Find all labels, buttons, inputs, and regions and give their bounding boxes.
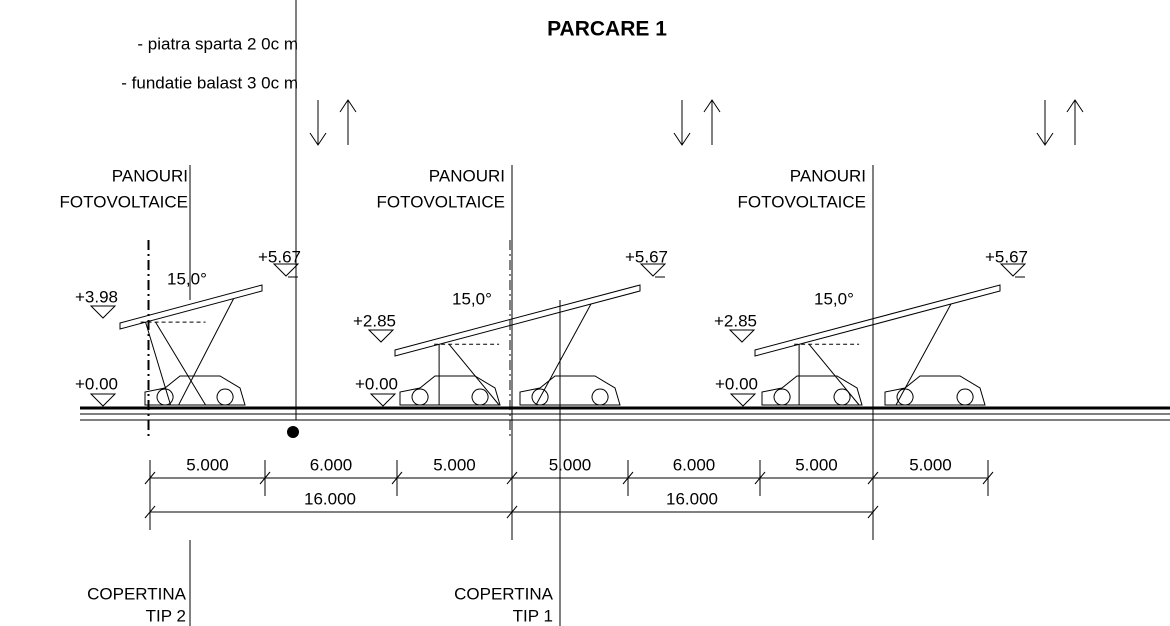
dimension: 6.000	[673, 455, 716, 474]
dimension: 6.000	[310, 455, 353, 474]
support	[449, 344, 499, 405]
arrow	[340, 100, 356, 145]
panel-label: PANOURI	[429, 166, 505, 185]
level-marker	[371, 394, 395, 406]
level: +3.98	[75, 287, 118, 306]
car	[885, 376, 985, 405]
car	[520, 376, 620, 405]
angle: 15,0°	[167, 269, 207, 288]
copertina: COPERTINA	[87, 584, 187, 603]
note: - piatra sparta 2 0c m	[137, 34, 298, 53]
dimension: 5.000	[909, 455, 952, 474]
copertina: COPERTINA	[454, 584, 554, 603]
dot	[287, 426, 299, 438]
dimension: 5.000	[549, 455, 592, 474]
level-marker	[369, 330, 393, 342]
panel-label: FOTOVOLTAICE	[60, 192, 188, 211]
note: - fundatie balast 3 0c m	[121, 73, 298, 92]
support	[536, 304, 591, 405]
panel	[395, 285, 640, 356]
level: +2.85	[353, 311, 396, 330]
support	[896, 304, 951, 405]
level: +0.00	[355, 374, 398, 393]
copertina: TIP 1	[513, 606, 553, 625]
level: +2.85	[714, 311, 757, 330]
dimension: 5.000	[186, 455, 229, 474]
level: +0.00	[75, 374, 118, 393]
level: +0.00	[715, 374, 758, 393]
panel-label: FOTOVOLTAICE	[738, 192, 866, 211]
dynamic: PANOURIFOTOVOLTAICE+5.67+3.98+0.0015,0°P…	[60, 100, 1083, 626]
support	[156, 322, 206, 405]
panel-label: FOTOVOLTAICE	[377, 192, 505, 211]
panel	[755, 285, 1000, 356]
car	[145, 376, 245, 405]
title: PARCARE 1	[547, 18, 667, 41]
copertina: TIP 2	[146, 606, 186, 625]
arrow	[704, 100, 720, 145]
dimension: 16.000	[666, 489, 718, 508]
arrow	[674, 100, 690, 145]
arrow	[1067, 100, 1083, 145]
drawing: PARCARE 1 - piatra sparta 2 0c m - funda…	[0, 0, 1170, 626]
level-marker	[91, 306, 115, 318]
dimension: 5.000	[795, 455, 838, 474]
panel-label: PANOURI	[112, 166, 188, 185]
angle: 15,0°	[452, 289, 492, 308]
arrow	[1037, 100, 1053, 145]
dimension: 5.000	[433, 455, 476, 474]
arrow	[310, 100, 326, 145]
angle: 15,0°	[814, 289, 854, 308]
car	[400, 376, 500, 405]
dimension: 16.000	[304, 489, 356, 508]
level-marker	[91, 394, 115, 406]
level-marker	[731, 394, 755, 406]
level-marker	[730, 330, 754, 342]
panel-label: PANOURI	[790, 166, 866, 185]
